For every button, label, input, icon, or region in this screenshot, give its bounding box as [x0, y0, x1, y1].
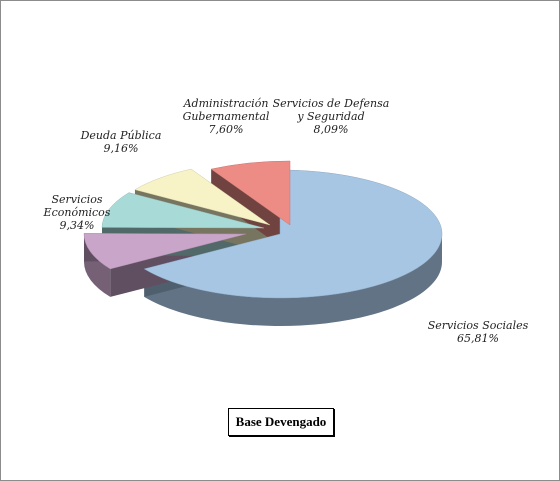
slice-3-top — [134, 168, 271, 226]
slice-1-top — [83, 233, 247, 270]
base-devengado-box: Base Devengado — [228, 408, 334, 436]
slice-0-label: Servicios Sociales 65,81% — [428, 319, 529, 345]
slice-4-label: Servicios de Defensa y Seguridad 8,09% — [273, 97, 390, 136]
base-devengado-label: Base Devengado — [235, 414, 327, 429]
slice-0-wall — [144, 234, 442, 327]
slice-3-label: Administración Gubernamental 7,60% — [183, 97, 270, 136]
slice-0-top — [143, 169, 443, 299]
slice-2-top — [101, 192, 265, 229]
slice-2-label: Deuda Pública 9,16% — [80, 129, 162, 155]
slice-1-label: Servicios Económicos 9,34% — [43, 193, 111, 232]
slice-1-wall — [84, 234, 111, 297]
slice-4-top — [210, 160, 291, 226]
